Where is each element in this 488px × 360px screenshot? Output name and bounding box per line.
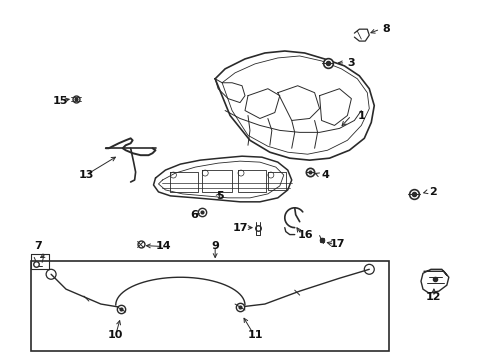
- Text: 17: 17: [232, 222, 247, 233]
- Text: 9: 9: [211, 242, 219, 252]
- Text: 10: 10: [108, 330, 123, 340]
- Text: 5: 5: [216, 191, 224, 201]
- Text: 11: 11: [247, 330, 262, 340]
- Text: 3: 3: [346, 58, 354, 68]
- Text: 14: 14: [155, 242, 171, 252]
- Text: 4: 4: [321, 170, 329, 180]
- Text: 12: 12: [426, 292, 441, 302]
- Text: 2: 2: [428, 187, 436, 197]
- Text: 8: 8: [382, 24, 389, 34]
- Bar: [31, 261, 388, 351]
- Text: 13: 13: [78, 170, 93, 180]
- Text: 1: 1: [357, 111, 365, 121]
- Text: 6: 6: [190, 210, 198, 220]
- Text: 16: 16: [297, 230, 313, 239]
- Text: 7: 7: [34, 242, 42, 252]
- Text: 17: 17: [329, 239, 345, 249]
- Text: 15: 15: [53, 96, 68, 105]
